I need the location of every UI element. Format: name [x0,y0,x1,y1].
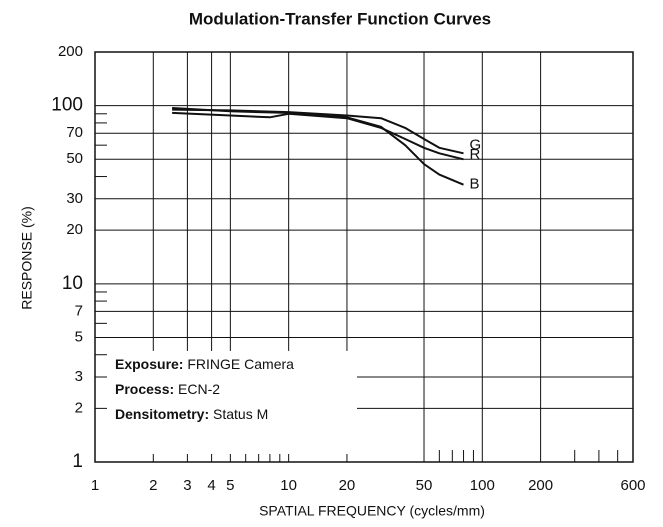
y-tick-label: 3 [75,368,83,385]
x-tick-label: 5 [226,477,234,494]
y-tick-label: 10 [62,273,83,294]
y-tick-label: 5 [75,328,83,345]
y-tick-label: 50 [66,150,83,167]
series-label: G [470,136,482,153]
x-tick-label: 3 [183,477,191,494]
y-tick-label: 70 [66,124,83,141]
y-tick-label: 2 [75,399,83,416]
annotation: Exposure: FRINGE Camera [115,356,294,372]
x-tick-label: 4 [207,477,215,494]
y-tick-label: 200 [58,43,83,60]
annotation: Densitometry: Status M [115,406,268,422]
line-series [172,107,464,186]
annotation-label: Densitometry: [115,406,209,422]
y-tick-label: 7 [75,302,83,319]
annotation-text: Status M [213,406,268,422]
annotation-box [107,350,357,454]
x-tick-label: 10 [280,477,297,494]
x-tick-label: 100 [470,477,495,494]
series-label: R [470,146,481,163]
annotation: Process: ECN-2 [115,381,220,397]
x-axis-label: SPATIAL FREQUENCY (cycles/mm) [259,503,485,519]
y-tick-label: 30 [66,190,83,207]
y-tick-label: 100 [51,95,83,116]
x-tick-label: 1 [91,477,99,494]
x-tick-label: 600 [620,477,645,494]
x-tick-label: 200 [528,477,553,494]
x-tick-label: 2 [149,477,157,494]
chart-title: Modulation-Transfer Function Curves [189,9,491,28]
annotation-label: Process: [115,381,174,397]
annotation-label: Exposure: [115,356,183,372]
annotation-text: ECN-2 [178,381,220,397]
series-label: B [470,176,480,193]
y-tick-label: 1 [72,451,83,472]
x-tick-label: 50 [416,477,433,494]
annotation-text: FRINGE Camera [187,356,294,372]
x-tick-label: 20 [339,477,356,494]
y-axis-label: RESPONSE (%) [19,206,35,309]
y-tick-label: 20 [66,221,83,238]
